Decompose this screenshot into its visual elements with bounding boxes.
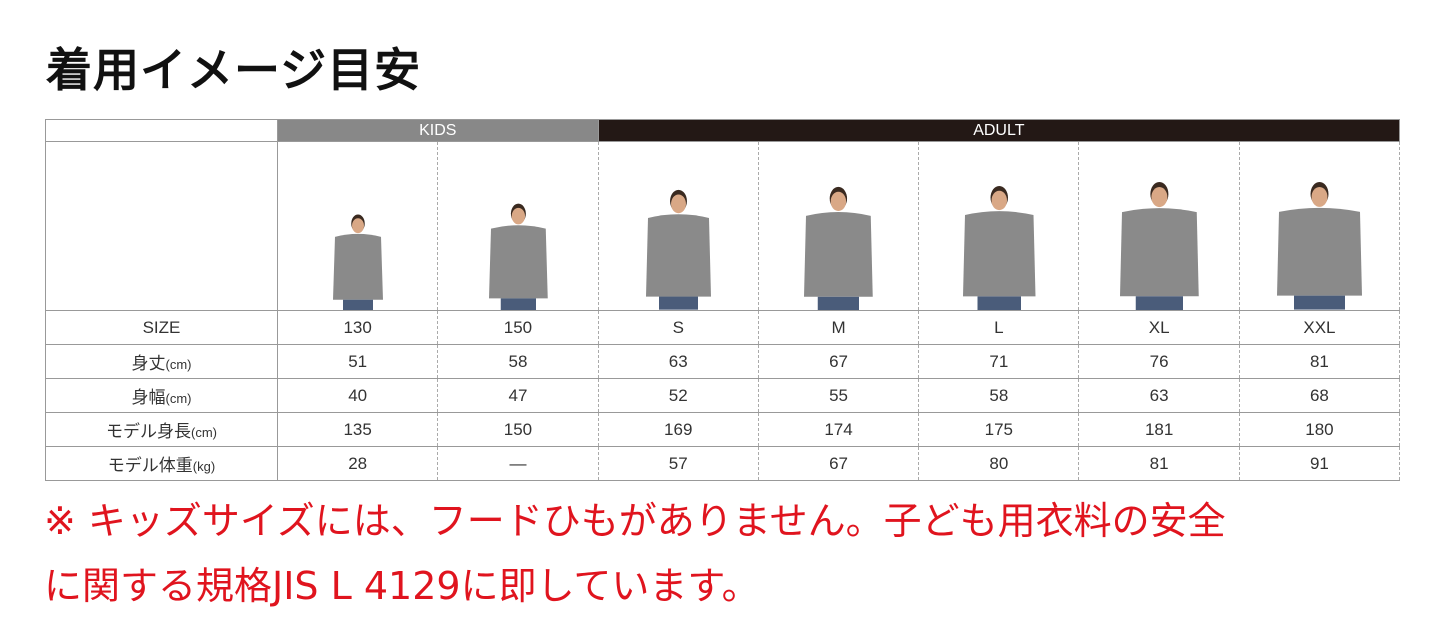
table-cell: — — [437, 446, 599, 481]
model-figure-icon — [1276, 182, 1362, 310]
table-cell: 40 — [276, 378, 439, 413]
model-figure-icon — [962, 185, 1036, 310]
row-label-text: SIZE — [142, 317, 181, 337]
table-cell: 169 — [597, 412, 759, 447]
row-label: SIZE — [45, 310, 278, 345]
table-cell: 57 — [597, 446, 759, 481]
table-cell: 71 — [918, 344, 1080, 379]
table-cell: S — [597, 310, 759, 345]
table-cell: 55 — [757, 378, 920, 413]
table-cell: 150 — [437, 412, 599, 447]
table-cell: 67 — [757, 446, 920, 481]
note-line-2: に関する規格JIS L 4129に即しています。 — [44, 564, 760, 608]
table-cell: 175 — [918, 412, 1080, 447]
row-label: 身丈(cm) — [45, 344, 278, 379]
row-label: モデル身長(cm) — [45, 412, 278, 447]
model-figure-icon — [488, 203, 548, 310]
table-row: SIZE 130 150 S M L XL XXL — [45, 310, 1401, 345]
table-cell: 51 — [276, 344, 439, 379]
model-photo — [918, 141, 1080, 311]
table-cell: 68 — [1238, 378, 1401, 413]
table-cell: 28 — [276, 446, 439, 481]
row-unit: (cm) — [165, 357, 192, 372]
model-figure-icon — [1119, 181, 1199, 310]
table-cell: 181 — [1078, 412, 1240, 447]
table-cell: 80 — [918, 446, 1080, 481]
table-cell: 63 — [1078, 378, 1240, 413]
table-cell: 81 — [1238, 344, 1401, 379]
table-cell: 91 — [1238, 446, 1401, 481]
model-photo — [1078, 141, 1240, 311]
table-cell: 63 — [597, 344, 759, 379]
table-cell: 174 — [757, 412, 920, 447]
model-photo — [276, 141, 439, 311]
note-line-1: ※ キッズサイズには、フードひもがありません。子ども用衣料の安全 — [44, 499, 1226, 543]
table-cell: 58 — [918, 378, 1080, 413]
size-chart-table: KIDS ADULT SIZE 130 150 S M L XL XXL — [45, 119, 1401, 481]
table-cell: 81 — [1078, 446, 1240, 481]
row-label-text: 身幅 — [131, 388, 166, 407]
table-row: モデル身長(cm) 135 150 169 174 175 181 180 — [45, 412, 1401, 447]
table-row: 身幅(cm) 40 47 52 55 58 63 68 — [45, 378, 1401, 413]
model-photo — [437, 141, 599, 311]
kids-group-header: KIDS — [277, 119, 599, 142]
row-unit: (cm) — [165, 391, 192, 406]
table-cell: M — [757, 310, 920, 345]
table-cell: XXL — [1238, 310, 1401, 345]
table-cell: 52 — [597, 378, 759, 413]
table-cell: XL — [1078, 310, 1240, 345]
row-label-text: モデル身長 — [106, 422, 191, 441]
row-label-text: 身丈 — [131, 354, 166, 373]
model-figure-icon — [332, 214, 383, 310]
table-cell: 67 — [757, 344, 920, 379]
row-unit: (cm) — [191, 425, 217, 440]
model-figure-icon — [804, 186, 873, 310]
table-cell: 76 — [1078, 344, 1240, 379]
model-figure-icon — [645, 190, 711, 310]
table-row: モデル体重(kg) 28—57 67 80 81 91 — [45, 446, 1401, 481]
table-cell: 180 — [1238, 412, 1401, 447]
adult-group-header: ADULT — [597, 119, 1401, 142]
model-photo — [757, 141, 920, 311]
table-cell: 130 — [276, 310, 439, 345]
table-cell: 135 — [276, 412, 439, 447]
table-cell: 150 — [437, 310, 599, 345]
row-label: モデル体重(kg) — [45, 446, 278, 481]
table-row: 身丈(cm) 51 58 63 67 71 76 81 — [45, 344, 1401, 379]
page-title: 着用イメージ目安 — [46, 43, 422, 97]
row-label-text: モデル体重 — [107, 456, 193, 475]
table-cell: 58 — [437, 344, 599, 379]
row-unit: (kg) — [192, 459, 216, 474]
table-cell: 47 — [437, 378, 599, 413]
model-photo — [1238, 141, 1401, 311]
model-photo — [597, 141, 759, 311]
table-cell: L — [918, 310, 1080, 345]
row-label: 身幅(cm) — [45, 378, 278, 413]
